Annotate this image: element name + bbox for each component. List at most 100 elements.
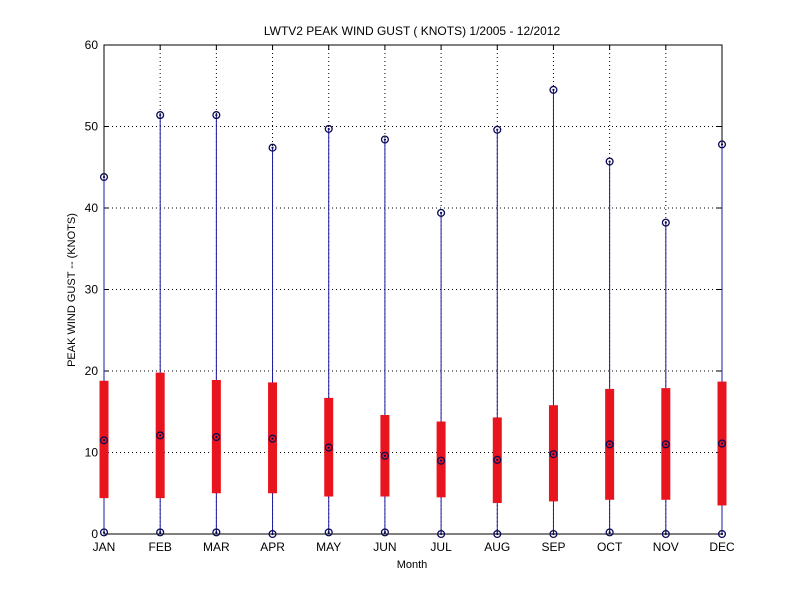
- max-marker-dot: [383, 138, 387, 141]
- max-marker: [549, 85, 558, 94]
- median-marker-dot: [552, 453, 555, 456]
- min-marker: [717, 529, 727, 539]
- max-marker-dot: [102, 175, 106, 179]
- chart-title: LWTV2 PEAK WIND GUST ( KNOTS) 1/2005 - 1…: [264, 24, 561, 38]
- median-marker-dot: [383, 454, 387, 457]
- min-marker-dot: [271, 532, 274, 536]
- x-axis-label: Month: [397, 559, 428, 571]
- max-marker-dot: [496, 128, 499, 131]
- median-marker: [493, 455, 502, 464]
- min-marker-dot: [439, 532, 443, 536]
- median-marker: [549, 450, 558, 459]
- box-group-sep: [548, 85, 558, 539]
- min-marker-dot: [327, 531, 330, 534]
- min-marker-dot: [720, 532, 724, 536]
- median-marker-dot: [720, 442, 724, 445]
- min-marker: [661, 529, 670, 539]
- y-tick-label: 50: [85, 120, 99, 134]
- box-group-mar: [211, 111, 221, 537]
- box-group-may: [324, 124, 334, 537]
- max-marker: [99, 172, 109, 182]
- box-group-apr: [268, 143, 278, 539]
- y-tick-label: 60: [85, 38, 99, 52]
- x-tick-label: MAY: [316, 540, 341, 554]
- median-marker: [717, 439, 727, 448]
- max-marker: [380, 135, 389, 144]
- max-marker-dot: [720, 143, 724, 146]
- max-marker: [324, 124, 333, 133]
- min-marker-dot: [496, 532, 499, 536]
- min-marker: [549, 529, 558, 539]
- min-marker: [212, 528, 221, 537]
- y-tick-label: 0: [91, 527, 98, 541]
- max-marker: [661, 218, 670, 227]
- min-marker: [156, 528, 165, 537]
- x-tick-label: AUG: [484, 540, 510, 554]
- max-marker: [605, 157, 614, 166]
- min-marker-dot: [215, 531, 218, 534]
- x-tick-label: JAN: [93, 540, 116, 554]
- min-marker: [99, 528, 109, 537]
- min-marker: [268, 529, 277, 539]
- x-tick-label: NOV: [653, 540, 679, 554]
- median-marker: [99, 436, 109, 445]
- median-marker-dot: [102, 439, 106, 442]
- x-tick-label: FEB: [149, 540, 172, 554]
- marks-layer: [99, 85, 727, 539]
- min-marker: [380, 528, 389, 537]
- min-marker-dot: [664, 532, 667, 536]
- median-marker: [437, 456, 446, 465]
- median-marker-dot: [496, 458, 499, 461]
- max-marker: [717, 140, 727, 149]
- box-group-aug: [492, 125, 502, 539]
- min-marker: [493, 529, 502, 539]
- max-marker: [493, 125, 502, 134]
- min-marker-dot: [159, 531, 162, 534]
- box-group-jul: [436, 208, 446, 539]
- max-marker: [212, 111, 221, 120]
- max-marker: [156, 111, 165, 120]
- max-marker: [268, 143, 277, 152]
- x-tick-label: JUN: [373, 540, 396, 554]
- max-marker: [437, 208, 446, 217]
- y-tick-label: 20: [85, 364, 99, 378]
- y-tick-label: 10: [85, 446, 99, 460]
- box-group-feb: [155, 111, 165, 537]
- box-group-oct: [605, 157, 615, 537]
- box-group-nov: [661, 218, 671, 539]
- median-marker: [268, 434, 277, 443]
- x-tick-label: OCT: [597, 540, 623, 554]
- x-tick-label: DEC: [709, 540, 735, 554]
- iqr-box: [436, 421, 446, 498]
- median-marker-dot: [664, 443, 667, 446]
- min-marker-dot: [383, 531, 387, 534]
- median-marker-dot: [327, 446, 330, 449]
- min-marker: [605, 528, 614, 537]
- y-tick-label: 30: [85, 283, 99, 297]
- max-marker-dot: [552, 88, 555, 91]
- median-marker: [324, 443, 333, 452]
- median-marker-dot: [608, 443, 611, 446]
- max-marker-dot: [664, 221, 667, 224]
- max-marker-dot: [608, 160, 611, 163]
- min-marker-dot: [552, 532, 555, 536]
- max-marker-dot: [327, 127, 330, 131]
- min-marker: [437, 529, 446, 539]
- min-marker-dot: [102, 531, 106, 534]
- min-marker-dot: [608, 531, 611, 534]
- median-marker: [212, 432, 221, 442]
- median-marker: [380, 451, 389, 460]
- box-group-dec: [717, 140, 727, 539]
- x-tick-label: JUL: [430, 540, 452, 554]
- box-group-jan: [99, 172, 109, 537]
- labels-layer: LWTV2 PEAK WIND GUST ( KNOTS) 1/2005 - 1…: [66, 24, 560, 571]
- median-marker-dot: [271, 437, 274, 440]
- x-tick-label: APR: [260, 540, 285, 554]
- y-axis-label: PEAK WIND GUST -- (KNOTS): [66, 213, 78, 367]
- max-marker-dot: [215, 113, 218, 117]
- x-tick-label: MAR: [203, 540, 230, 554]
- min-marker: [324, 528, 333, 537]
